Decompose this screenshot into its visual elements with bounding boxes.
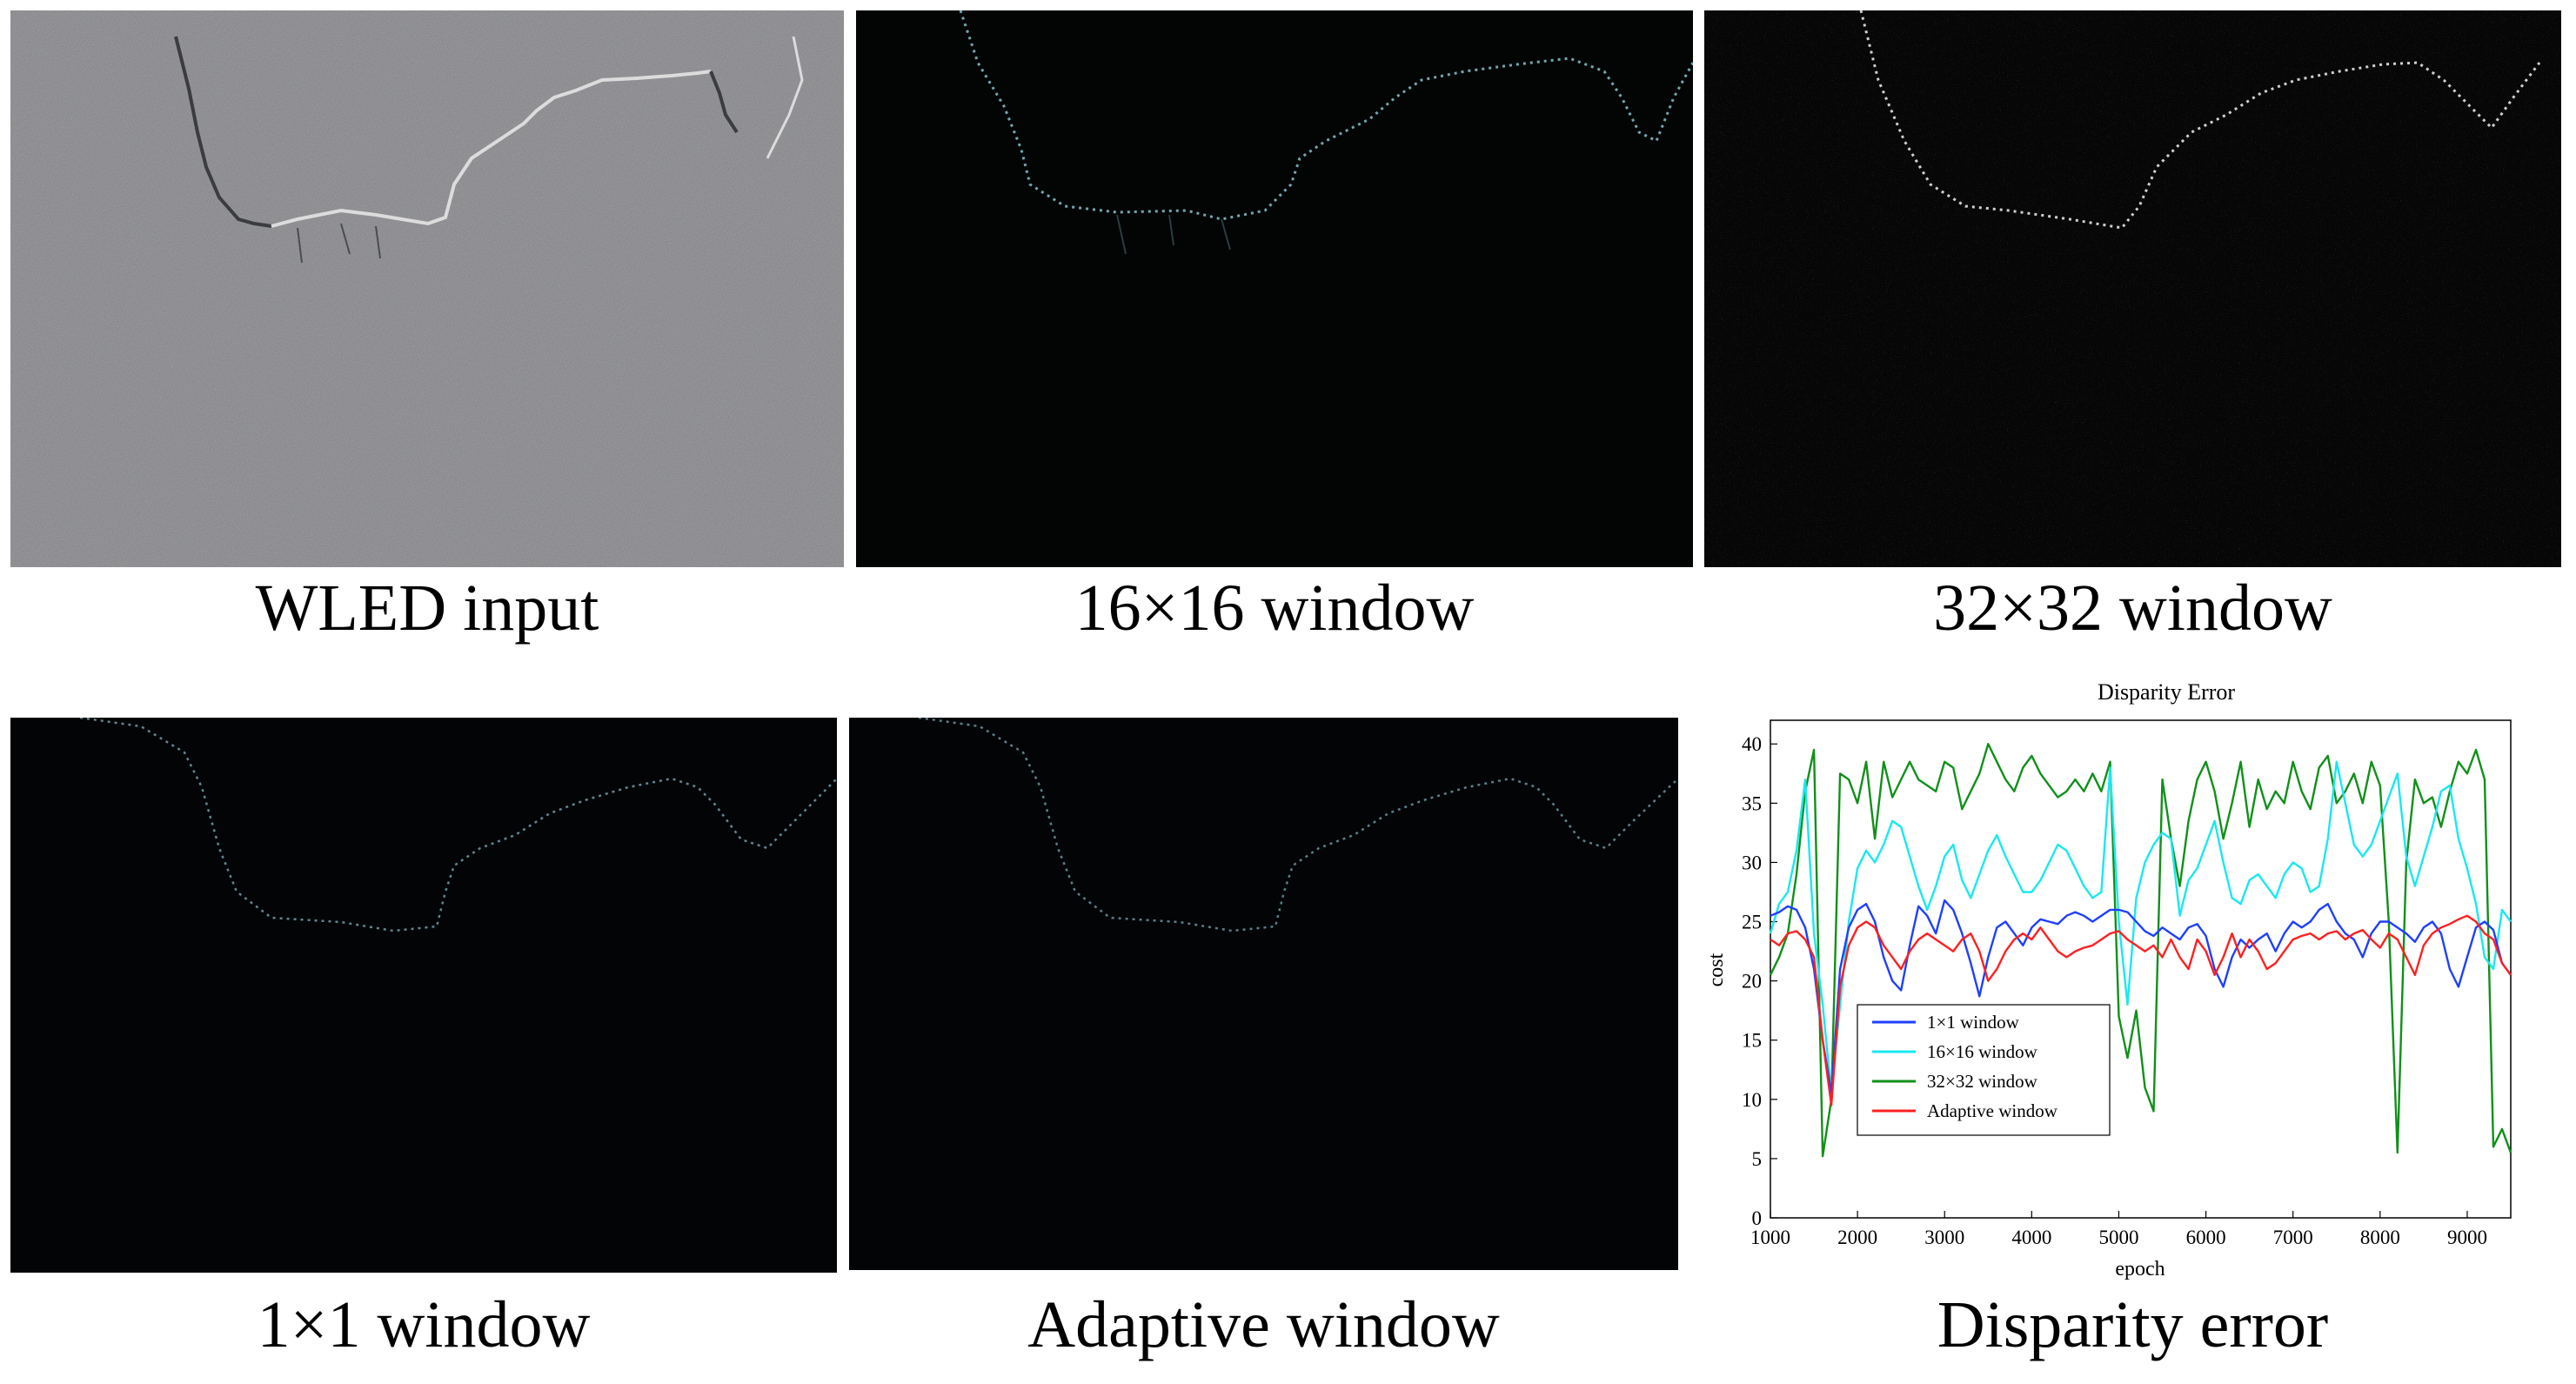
- x-axis: 1000 2000 3000 4000 5000 6000 7000 8000 9000: [1750, 1211, 2487, 1248]
- x-tick-label: 3000: [1924, 1227, 1964, 1248]
- legend-label-w1: 1×1 window: [1927, 1012, 2020, 1033]
- y-tick-label: 15: [1742, 1030, 1762, 1052]
- legend-label-w16: 16×16 window: [1927, 1041, 2038, 1062]
- caption-16x16-window: 16×16 window: [1074, 572, 1475, 645]
- caption-32x32-window: 32×32 window: [1933, 572, 2332, 645]
- chart-title: Disparity Error: [2098, 679, 2235, 705]
- y-tick-label: 0: [1752, 1207, 1763, 1229]
- x-tick-label: 9000: [2447, 1227, 2487, 1248]
- window-1x1-image: [10, 718, 837, 1273]
- x-tick-label: 2000: [1837, 1227, 1877, 1248]
- y-tick-label: 25: [1742, 912, 1762, 933]
- wled-input-image: [10, 10, 844, 567]
- y-tick-label: 40: [1742, 733, 1762, 755]
- legend-label-w32: 32×32 window: [1927, 1071, 2038, 1092]
- x-tick-label: 1000: [1750, 1227, 1790, 1248]
- caption-disparity-error: Disparity error: [1937, 1288, 2329, 1361]
- caption-1x1-window: 1×1 window: [257, 1288, 591, 1361]
- x-tick-label: 8000: [2360, 1227, 2400, 1248]
- x-tick-label: 6000: [2186, 1227, 2226, 1248]
- legend: 1×1 window 16×16 window 32×32 window Adapti…: [1857, 1004, 2111, 1136]
- y-tick-label: 35: [1742, 792, 1762, 814]
- x-axis-label: epoch: [2115, 1258, 2165, 1280]
- window-32x32-image: [1704, 10, 2561, 567]
- y-tick-label: 20: [1742, 971, 1762, 993]
- x-tick-label: 4000: [2011, 1227, 2051, 1248]
- y-tick-label: 10: [1742, 1089, 1762, 1111]
- series-line-w32: [1769, 742, 2512, 1158]
- y-axis: 0 5 10 15 20 25 30 35 40: [1742, 733, 1777, 1229]
- x-tick-label: 5000: [2098, 1227, 2138, 1248]
- series-line-adaptive: [1770, 914, 2512, 1107]
- x-tick-label: 7000: [2273, 1227, 2313, 1248]
- series-line-w16: [1769, 760, 2512, 1095]
- adaptive-window-image: [849, 718, 1678, 1270]
- legend-label-adaptive: Adaptive window: [1927, 1100, 2058, 1121]
- window-16x16-image: [856, 10, 1693, 567]
- disparity-error-chart: Disparity Error 0 5 10 15 20 25 30 35 40 1000 200…: [1705, 679, 2512, 1280]
- y-tick-label: 30: [1742, 852, 1762, 873]
- y-axis-label: cost: [1705, 953, 1728, 986]
- series-line-w1: [1770, 899, 2512, 1095]
- y-tick-label: 5: [1752, 1148, 1763, 1170]
- series-lines: [1769, 742, 2512, 1158]
- caption-wled-input: WLED input: [255, 572, 599, 645]
- legend-box: [1857, 1004, 2111, 1136]
- caption-adaptive-window: Adaptive window: [1027, 1288, 1500, 1361]
